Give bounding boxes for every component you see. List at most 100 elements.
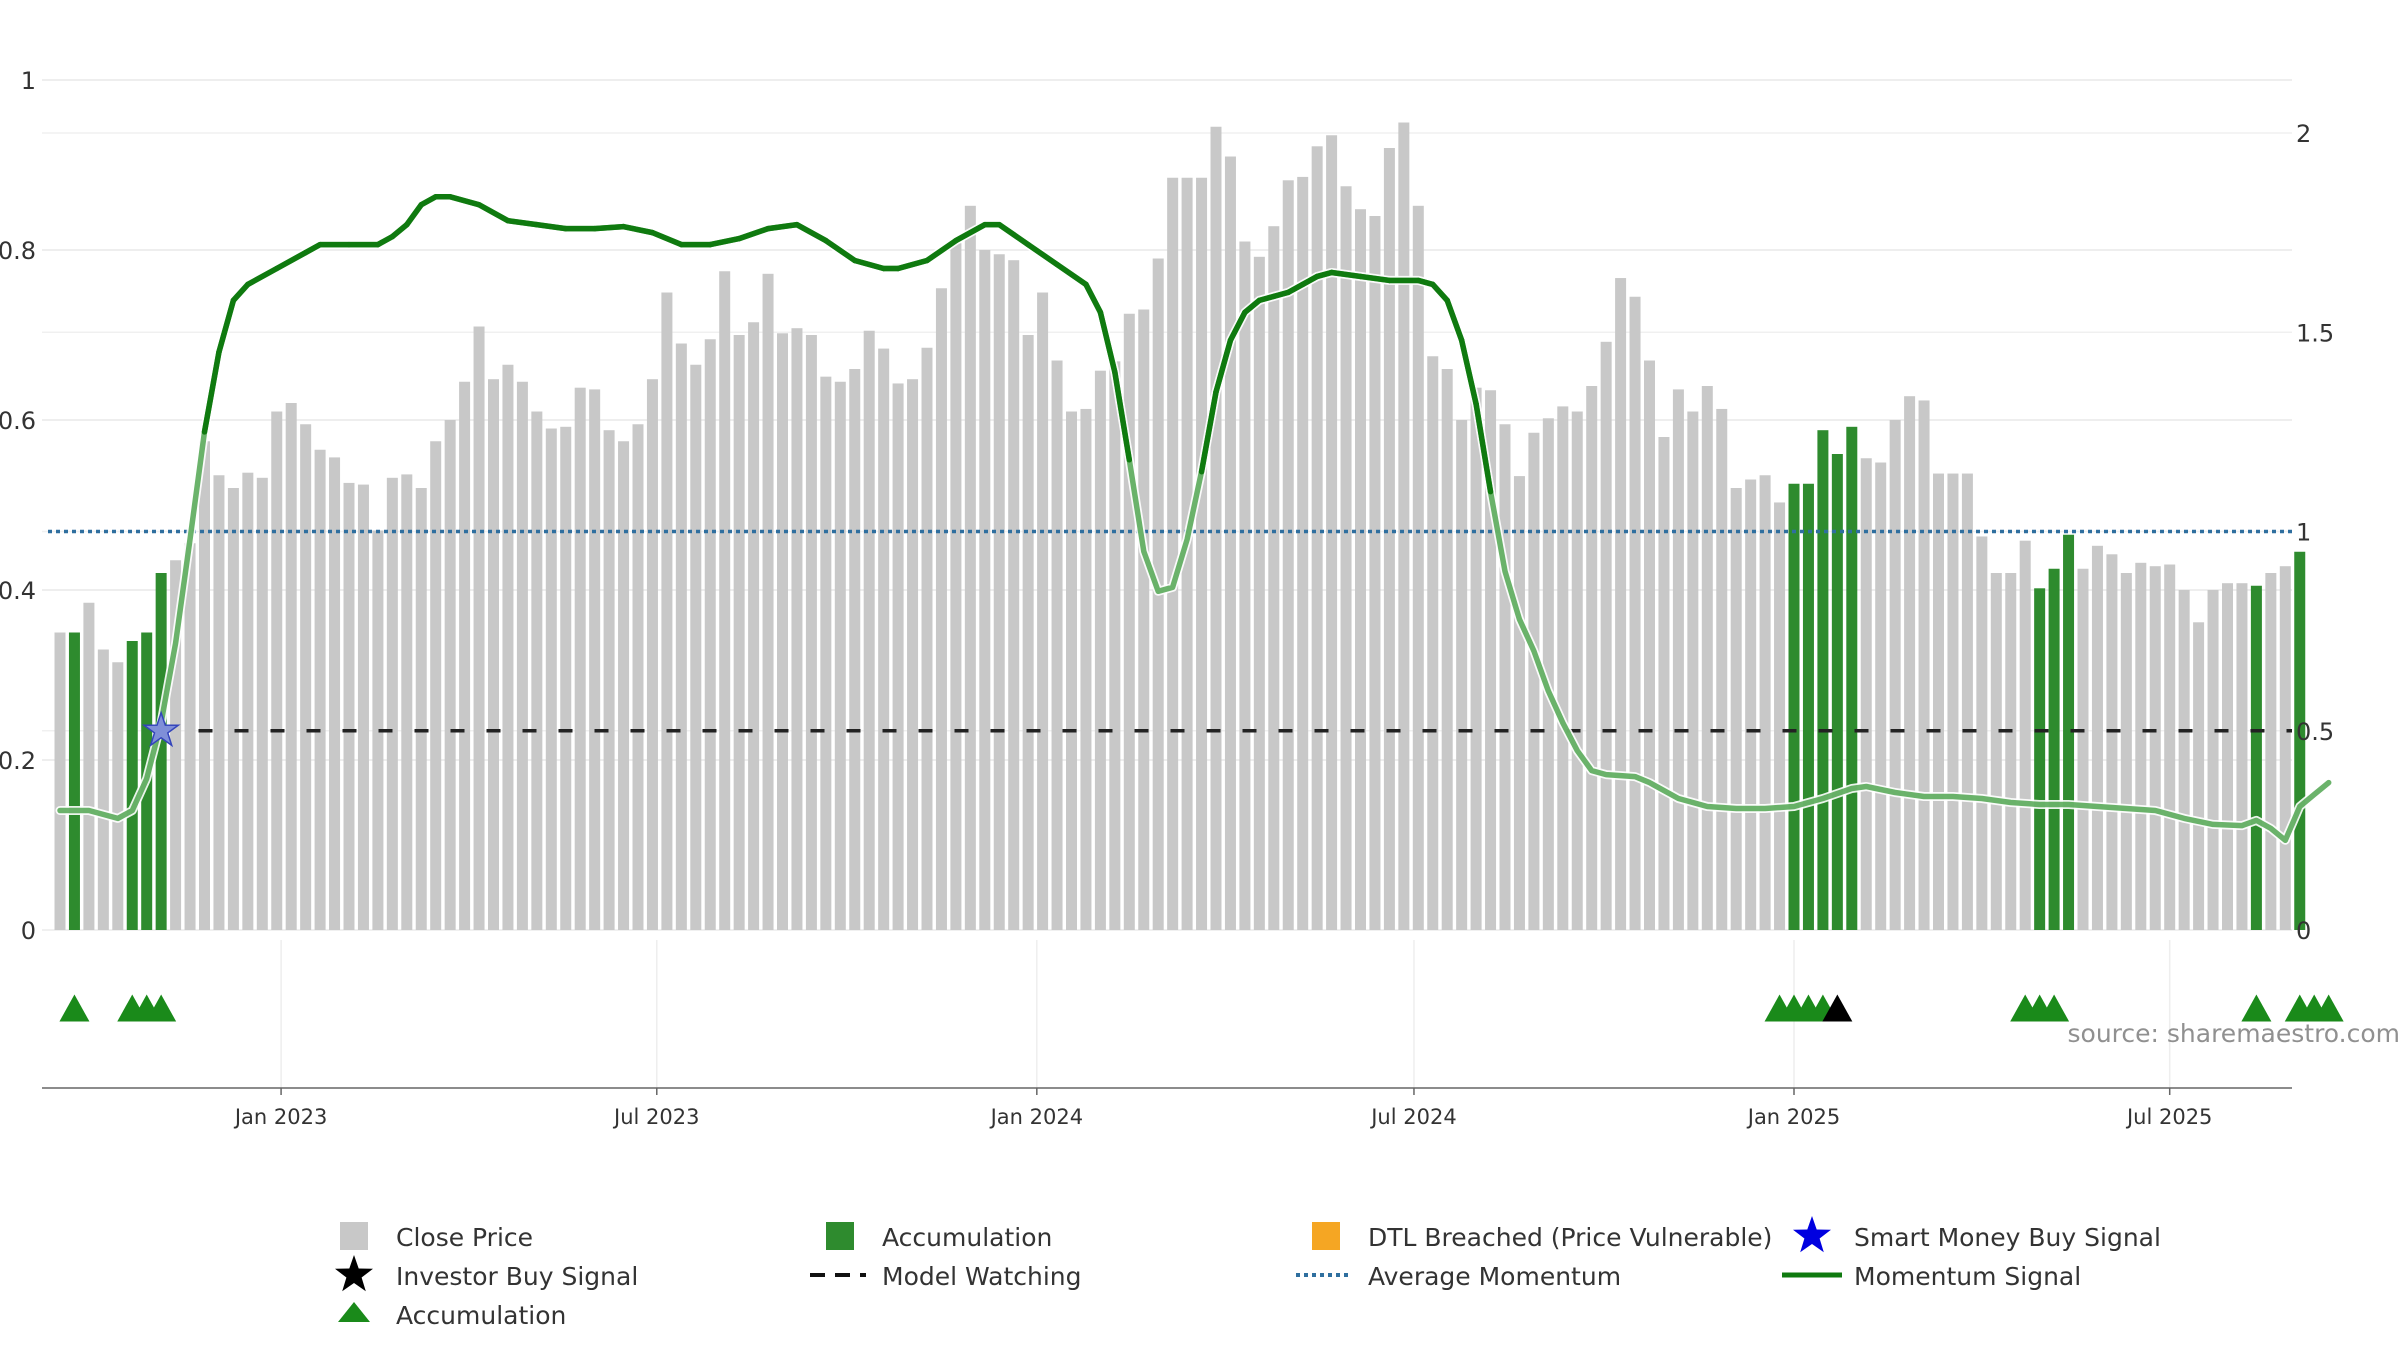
close-price-bar [1167,178,1178,930]
close-price-bar [575,388,586,930]
close-price-bar [618,441,629,930]
close-price-bar [488,379,499,930]
left-tick-label: 0.4 [0,577,36,605]
momentum-signal-segment [999,225,1028,245]
close-price-bar [922,348,933,930]
close-price-bar [1976,536,1987,930]
close-price-bar [430,441,441,930]
close-price-bar [1080,409,1091,930]
close-price-bar [329,457,340,930]
close-price-bar [502,365,513,930]
close-price-bar [1225,157,1236,931]
close-price-bar [647,379,658,930]
accumulation-bar [2251,586,2262,930]
x-tick-label: Jan 2023 [233,1105,328,1129]
close-price-bar [979,250,990,930]
source-annotation: source: sharemaestro.com [2068,1019,2400,1048]
close-price-bar [1904,396,1915,930]
legend-dtl-label: DTL Breached (Price Vulnerable) [1368,1223,1772,1252]
close-price-bar [2150,566,2161,930]
close-price-bar [1731,488,1742,930]
right-tick-label: 0.5 [2296,718,2334,746]
close-price-bar [950,243,961,930]
close-price-bar [2265,573,2276,930]
close-price-bar [1919,400,1930,930]
close-price-bar [199,441,210,930]
legend-model-watching-label: Model Watching [882,1262,1082,1291]
close-price-bar [1211,127,1222,930]
close-price-bar [676,344,687,931]
momentum-signal-segment [277,253,306,269]
accumulation-marker [59,995,89,1022]
right-tick-label: 0 [2296,917,2311,945]
close-price-bar [907,379,918,930]
accumulation-bar [2034,588,2045,930]
close-price-bar [719,271,730,930]
close-price-bar [55,633,66,931]
momentum-signal-segment [450,197,479,205]
close-price-bar [604,430,615,930]
close-price-bar [242,473,253,930]
close-price-bar [734,335,745,930]
close-price-bar [1369,216,1380,930]
momentum-signal-segment [1100,312,1114,372]
legend-close-price-label: Close Price [396,1223,533,1252]
left-tick-label: 1 [21,67,36,95]
close-price-bar [748,322,759,930]
close-price-bar [1124,314,1135,930]
close-price-bar [1268,226,1279,930]
close-price-bar [560,427,571,930]
close-price-bar [2164,565,2175,931]
close-price-bar [1557,406,1568,930]
close-price-bar [1586,386,1597,930]
close-price-bar [1745,480,1756,931]
close-price-bar [1427,356,1438,930]
close-price-bar [2179,590,2190,930]
close-price-bar [2222,583,2233,930]
close-price-bar [2236,583,2247,930]
close-price-bar [2208,590,2219,930]
close-price-bar [864,331,875,930]
close-price-bar [1052,361,1063,931]
close-price-bar [1008,260,1019,930]
close-price-bar [459,382,470,930]
left-tick-label: 0.8 [0,237,36,265]
close-price-bar [112,662,123,930]
close-price-bar [1572,412,1583,931]
close-price-bar [315,450,326,930]
x-tick-label: Jul 2025 [2125,1105,2212,1129]
close-price-bar [517,382,528,930]
right-tick-label: 2 [2296,120,2311,148]
legend-investor-label: Investor Buy Signal [396,1262,638,1291]
close-price-bar [763,274,774,930]
momentum-signal-segment [1447,300,1461,340]
close-price-bar [1471,388,1482,930]
close-price-bar [1528,433,1539,930]
close-price-bar [358,485,369,930]
accumulation-bar [2049,569,2060,930]
legend-accumulation-marker [338,1302,370,1322]
close-price-bar [98,650,109,931]
close-price-bar [2135,563,2146,930]
close-price-bar [690,365,701,930]
close-price-bar [474,327,485,931]
momentum-signal-segment [1462,340,1476,404]
close-price-bar [1398,123,1409,931]
close-price-bar [965,206,976,930]
close-price-bar [1355,209,1366,930]
legend-smart-money-label: Smart Money Buy Signal [1854,1223,2161,1252]
close-price-bar [1384,148,1395,930]
momentum-signal-segment [479,205,508,221]
close-price-bar [1442,369,1453,930]
close-price-bar [1341,186,1352,930]
close-price-bar [589,389,600,930]
momentum-signal-segment [898,261,927,269]
momentum-signal-segment [855,261,884,269]
close-price-bar [806,335,817,930]
close-price-bar [1500,424,1511,930]
close-price-bar [2121,573,2132,930]
momentum-signal-segment [1057,265,1086,285]
close-price-bar [257,478,268,930]
close-price-bar [2280,566,2291,930]
